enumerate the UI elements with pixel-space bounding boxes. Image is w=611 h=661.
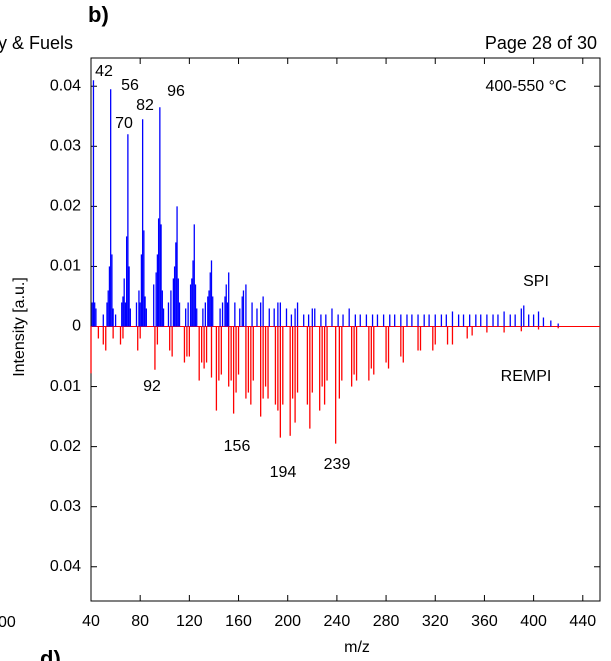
annotation: 194 — [270, 464, 297, 481]
annotation: 42 — [95, 63, 113, 80]
y-tick-label: 0.01 — [50, 378, 81, 395]
x-tick-label: 240 — [324, 613, 351, 630]
series-label: REMPI — [501, 368, 552, 385]
annotation: 70 — [115, 115, 133, 132]
x-axis-label: m/z — [344, 639, 370, 656]
y-tick-label: 0.02 — [50, 198, 81, 215]
x-tick-label: 440 — [569, 613, 596, 630]
fragment: 00 — [0, 614, 16, 631]
y-tick-label: 0.04 — [50, 77, 81, 94]
annotation: 400-550 °C — [485, 78, 566, 95]
y-axis-label: Intensity [a.u.] — [11, 277, 28, 377]
next-panel-label: d) — [40, 646, 61, 661]
annotation: 239 — [324, 456, 351, 473]
x-tick-label: 40 — [82, 613, 100, 630]
x-tick-label: 400 — [520, 613, 547, 630]
annotation: 96 — [167, 83, 185, 100]
annotation: 92 — [143, 378, 161, 395]
plot-frame — [90, 57, 601, 602]
annotation: 156 — [224, 438, 251, 455]
x-tick-label: 320 — [422, 613, 449, 630]
y-tick-label: 0.04 — [50, 558, 81, 575]
x-tick-label: 160 — [225, 613, 252, 630]
series-label: SPI — [523, 273, 549, 290]
y-tick-label: 0 — [72, 318, 81, 335]
y-tick-label: 0.03 — [50, 498, 81, 515]
page-number: Page 28 of 30 — [485, 33, 597, 53]
journal: y & Fuels — [0, 33, 73, 53]
x-tick-label: 120 — [176, 613, 203, 630]
x-tick-label: 80 — [131, 613, 149, 630]
x-tick-label: 200 — [274, 613, 301, 630]
annotation: 56 — [121, 77, 139, 94]
y-tick-label: 0.02 — [50, 438, 81, 455]
annotation: 82 — [136, 97, 154, 114]
x-tick-label: 360 — [471, 613, 498, 630]
x-tick-label: 280 — [373, 613, 400, 630]
y-tick-label: 0.01 — [50, 258, 81, 275]
panel-label: b) — [88, 2, 109, 27]
y-tick-label: 0.03 — [50, 138, 81, 155]
